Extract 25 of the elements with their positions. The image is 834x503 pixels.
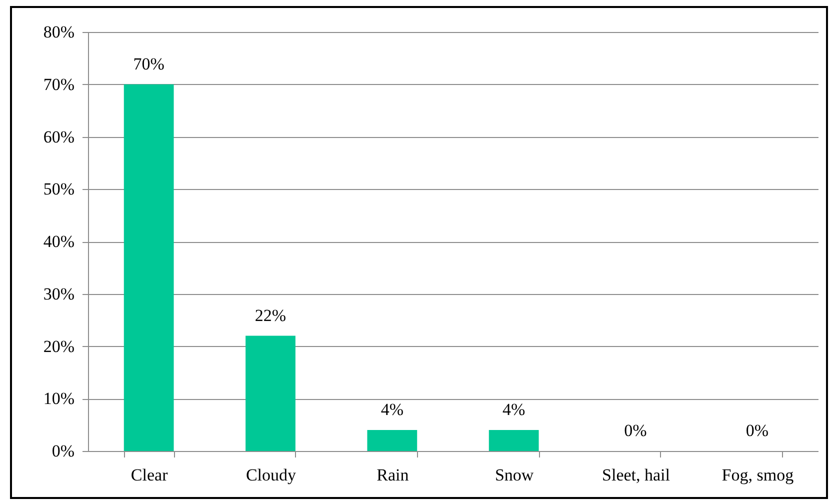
x-tick-label: Clear xyxy=(130,466,168,484)
data-label: 0% xyxy=(624,421,647,440)
data-label: 70% xyxy=(133,54,164,74)
data-label: 0% xyxy=(746,421,769,440)
data-label: 22% xyxy=(254,306,286,325)
bar xyxy=(367,430,418,451)
y-tick-label: 60% xyxy=(43,127,74,146)
y-tick-label: 70% xyxy=(43,74,74,94)
y-tick-label: 30% xyxy=(43,284,74,304)
bar xyxy=(124,84,174,451)
y-tick-label: 10% xyxy=(43,389,74,408)
y-tick-label: 40% xyxy=(43,232,74,251)
y-tick-label: 20% xyxy=(43,336,74,356)
x-tick-label: Snow xyxy=(494,466,534,484)
y-tick-label: 50% xyxy=(43,180,74,199)
data-label: 4% xyxy=(380,400,404,420)
data-label: 4% xyxy=(502,400,526,420)
bar xyxy=(246,336,296,451)
x-tick-label: Sleet, hail xyxy=(602,466,670,484)
x-tick-label: Rain xyxy=(376,466,410,484)
bar xyxy=(488,430,539,451)
x-tick-label: Fog, smog xyxy=(722,466,794,484)
y-tick-label: 80% xyxy=(43,22,74,42)
y-tick-label: 0% xyxy=(52,442,74,460)
x-tick-label: Cloudy xyxy=(246,466,297,484)
